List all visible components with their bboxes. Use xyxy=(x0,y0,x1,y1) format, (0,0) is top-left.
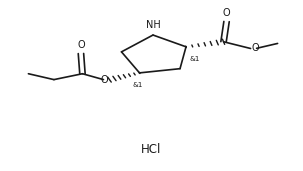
Text: &1: &1 xyxy=(133,82,143,88)
Text: O: O xyxy=(100,75,108,85)
Text: &1: &1 xyxy=(190,56,200,62)
Text: NH: NH xyxy=(146,20,160,30)
Text: O: O xyxy=(77,40,85,50)
Text: HCl: HCl xyxy=(141,143,162,156)
Text: O: O xyxy=(223,8,230,18)
Text: O: O xyxy=(251,43,259,53)
